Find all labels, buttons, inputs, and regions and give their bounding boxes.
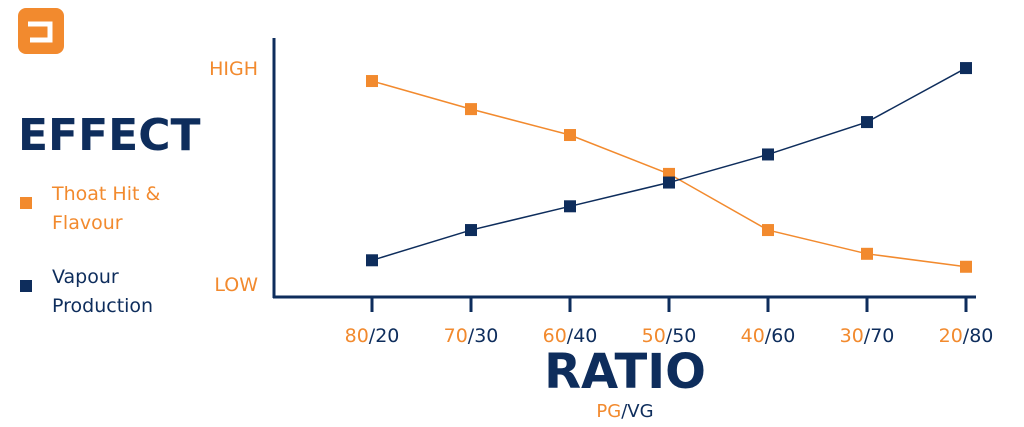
point-marker — [465, 103, 477, 116]
point-marker — [960, 62, 972, 75]
point-marker — [564, 200, 576, 213]
logo — [18, 8, 64, 54]
x-tick-label: 80/20 — [345, 325, 400, 347]
legend-label: Thoat Hit & Flavour — [52, 183, 161, 234]
point-marker — [861, 116, 873, 129]
series-line — [371, 67, 967, 262]
x-tick-label: 60/40 — [543, 325, 598, 347]
x-axis-label: RATIO — [544, 344, 706, 400]
point-marker — [564, 129, 576, 142]
legend-marker — [20, 197, 32, 209]
x-tick-label: 30/70 — [840, 325, 895, 347]
point-marker — [465, 224, 477, 237]
y-tick-label: LOW — [214, 274, 258, 296]
y-tick-label: HIGH — [209, 58, 258, 80]
logo-mark — [28, 21, 53, 43]
point-marker — [762, 224, 774, 237]
point-marker — [960, 260, 972, 273]
x-tick-label: 20/80 — [939, 325, 994, 347]
x-axis-sublabel: PG/VG — [596, 401, 653, 422]
point-marker — [762, 148, 774, 161]
point-marker — [366, 75, 378, 88]
legend-label: Vapour Production — [52, 266, 154, 317]
point-marker — [663, 176, 675, 189]
legend-marker — [20, 280, 32, 292]
chart-title: EFFECT — [18, 110, 201, 161]
x-tick-label: 70/30 — [444, 325, 499, 347]
x-tick-label: 40/60 — [741, 325, 796, 347]
point-marker — [366, 254, 378, 267]
x-tick-label: 50/50 — [642, 325, 697, 347]
point-marker — [861, 247, 873, 260]
